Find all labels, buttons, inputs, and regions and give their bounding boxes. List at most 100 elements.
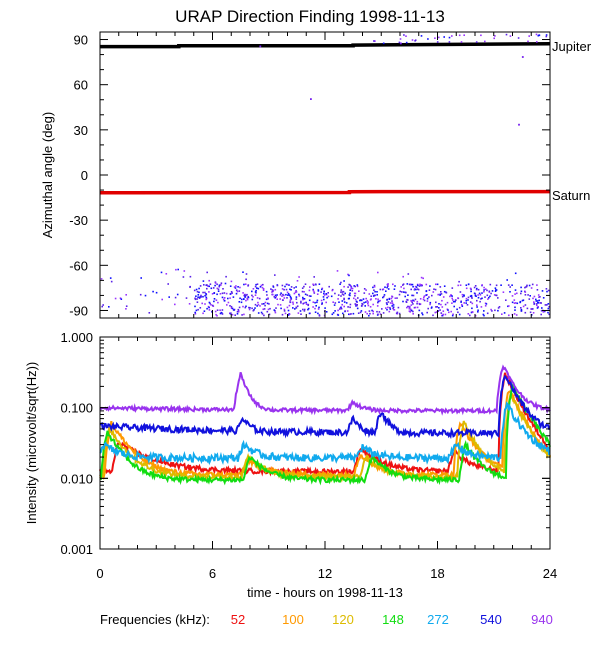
direction-point [421, 312, 423, 314]
direction-point [373, 40, 375, 42]
direction-point [477, 294, 479, 296]
direction-point [203, 310, 206, 312]
series-line-272 [99, 401, 551, 466]
direction-point [532, 308, 534, 310]
direction-point [423, 296, 425, 299]
track-saturn [99, 189, 551, 195]
direction-point [307, 303, 310, 306]
direction-point [428, 296, 430, 298]
direction-point [428, 289, 431, 291]
direction-point [465, 297, 468, 300]
direction-point [216, 283, 218, 286]
direction-point [196, 290, 199, 293]
direction-point [229, 305, 231, 307]
direction-point [471, 307, 473, 310]
direction-point [475, 295, 477, 297]
direction-point [197, 294, 200, 296]
legend-title: Frequencies (kHz): [100, 612, 210, 627]
direction-point [461, 295, 464, 298]
direction-point [361, 303, 364, 306]
direction-point [206, 287, 208, 290]
x-axis-label: time - hours on 1998-11-13 [247, 585, 403, 600]
direction-point [479, 294, 482, 296]
direction-point [411, 301, 413, 304]
direction-point [487, 298, 489, 300]
direction-point [221, 313, 224, 315]
direction-point [254, 291, 257, 293]
direction-point [302, 302, 304, 305]
direction-point [202, 280, 205, 282]
y-tick-label: -90 [69, 303, 88, 318]
direction-point [202, 295, 204, 298]
direction-point [214, 282, 217, 284]
direction-point [249, 307, 251, 309]
direction-point [481, 297, 483, 300]
direction-point [387, 306, 389, 309]
direction-point [484, 305, 487, 307]
direction-point [484, 302, 487, 305]
direction-point [280, 307, 282, 310]
top-y-axis-label: Azimuthal angle (deg) [40, 112, 55, 238]
direction-point [348, 283, 350, 286]
direction-point [525, 285, 528, 288]
direction-point [473, 286, 476, 289]
direction-point [176, 293, 179, 296]
direction-point [372, 286, 374, 289]
direction-point [254, 294, 257, 296]
direction-point [110, 280, 113, 283]
direction-point [354, 295, 356, 297]
direction-point [425, 290, 428, 292]
direction-point [161, 298, 163, 301]
direction-point [469, 295, 472, 297]
direction-point [420, 35, 423, 37]
direction-point [231, 292, 233, 294]
direction-point [448, 311, 450, 314]
direction-point [483, 289, 485, 291]
direction-point [195, 295, 197, 297]
direction-point [536, 41, 538, 43]
direction-point [102, 304, 104, 306]
direction-point [526, 307, 529, 310]
direction-point [175, 268, 177, 271]
direction-point [488, 296, 490, 299]
x-tick-label: 18 [430, 566, 444, 581]
direction-point [231, 307, 234, 310]
direction-point [212, 287, 215, 289]
direction-point [120, 298, 123, 300]
direction-point [520, 309, 523, 312]
direction-point [223, 292, 226, 294]
direction-point [108, 306, 110, 308]
direction-point [155, 291, 158, 294]
direction-point [530, 308, 532, 310]
direction-point [222, 298, 225, 301]
direction-point [437, 310, 439, 312]
direction-point [260, 284, 263, 287]
direction-point [547, 311, 549, 314]
direction-point [287, 293, 290, 295]
direction-point [351, 287, 354, 290]
direction-point [204, 294, 206, 297]
direction-point [441, 299, 443, 302]
direction-point [488, 290, 491, 293]
direction-point [266, 310, 269, 313]
direction-point [283, 288, 285, 291]
direction-point [467, 299, 469, 301]
direction-point [238, 306, 241, 309]
direction-point [238, 301, 241, 303]
direction-point [439, 286, 442, 288]
direction-point [206, 284, 208, 286]
direction-point [336, 270, 339, 272]
direction-point [222, 288, 224, 290]
direction-point [298, 295, 301, 297]
direction-point [516, 302, 519, 305]
direction-point [227, 297, 229, 300]
y-tick-label: 60 [74, 78, 88, 93]
direction-point [386, 303, 388, 306]
direction-point [410, 288, 412, 291]
direction-point [234, 314, 236, 316]
direction-point [425, 294, 427, 296]
direction-point [308, 312, 311, 315]
direction-point [208, 306, 210, 309]
direction-point [320, 299, 323, 302]
direction-point [389, 308, 392, 310]
